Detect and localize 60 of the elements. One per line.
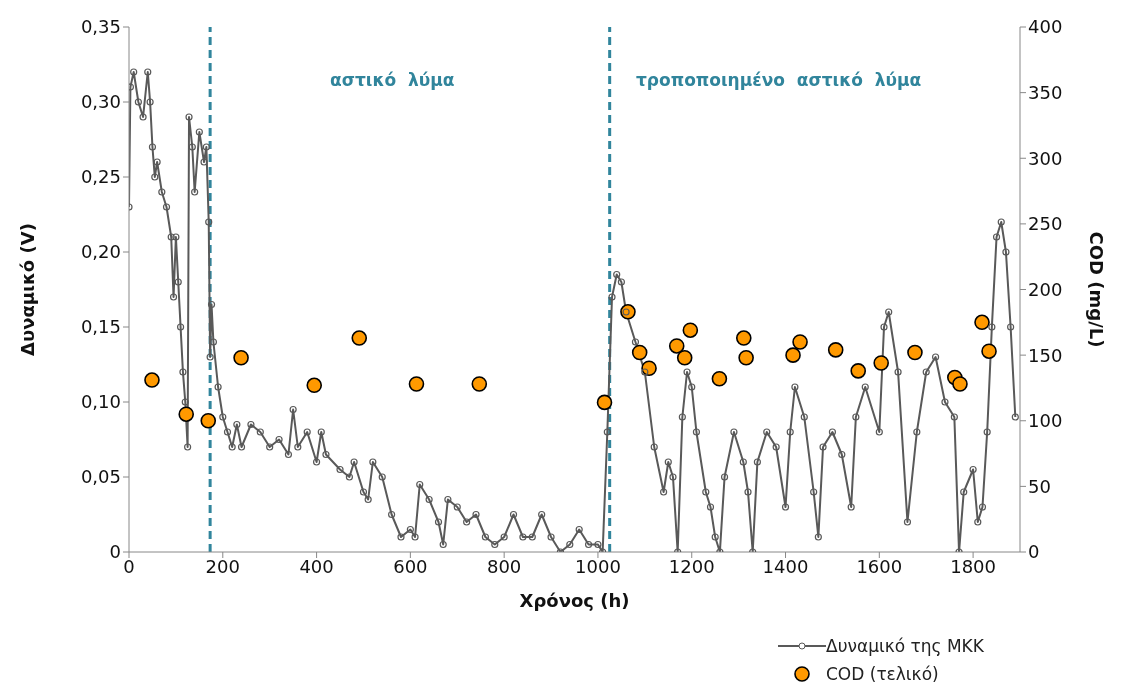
y2-tick-label: 50 [1028,475,1051,497]
point [873,355,889,371]
annotation: αστικό λύμα [330,70,455,90]
point [682,322,699,338]
point [952,376,968,392]
y-axis-title: Δυναμικό (V) [17,223,39,356]
point [351,330,368,346]
y-tick-label: 0,05 [80,466,121,488]
point [471,376,488,392]
point [408,376,425,392]
x-tick-label: 1200 [668,555,715,577]
point [850,363,867,379]
legend-label: COD (τελικό) [826,664,939,684]
y-tick-label: 0,20 [80,241,121,263]
point [827,342,844,358]
y2-tick-label: 100 [1028,410,1063,432]
x-tick-label: 400 [299,555,334,577]
point [233,349,249,366]
y-tick-label: 0,30 [80,91,121,113]
x-tick-label: 1600 [856,555,903,577]
point [306,377,323,394]
y2-tick-label: 400 [1028,16,1063,38]
point [792,334,808,350]
x-tick-label: 800 [486,555,522,577]
y2-axis-title: COD (mg/L) [1085,231,1107,348]
point [676,349,693,366]
x-tick-label: 1000 [575,555,621,577]
x-tick-label: 200 [205,555,240,577]
point [596,394,613,411]
point [178,406,195,422]
point [785,347,801,363]
annotation: τροποποιημένο αστικό λύμα [636,70,922,90]
y-tick-label: 0,15 [80,316,121,338]
x-tick-label: 1400 [762,555,809,577]
legend-label: Δυναμικό της ΜΚΚ [826,636,984,656]
point [907,344,923,361]
point [711,370,728,387]
x-tick-label: 1800 [950,555,997,577]
y-tick-label: 0,10 [80,391,121,413]
point [738,349,754,366]
y-tick-label: 0 [109,541,121,563]
x-tick-label: 0 [123,555,135,577]
y-tick-label: 0,25 [80,166,121,188]
y2-tick-label: 150 [1028,344,1063,366]
point [668,338,685,354]
point [981,343,997,359]
y2-tick-label: 350 [1028,82,1063,104]
y2-tick-label: 250 [1028,213,1063,235]
y2-tick-label: 0 [1028,541,1040,563]
point [641,360,657,377]
point [631,344,648,361]
point [735,330,752,346]
y2-tick-label: 300 [1028,147,1063,169]
x-axis-title: Χρόνος (h) [519,589,630,611]
point [200,412,217,429]
x-tick-label: 600 [393,555,428,577]
point [144,372,160,388]
y-tick-label: 0,35 [80,16,121,38]
point [974,314,990,331]
y2-tick-label: 200 [1028,278,1063,300]
